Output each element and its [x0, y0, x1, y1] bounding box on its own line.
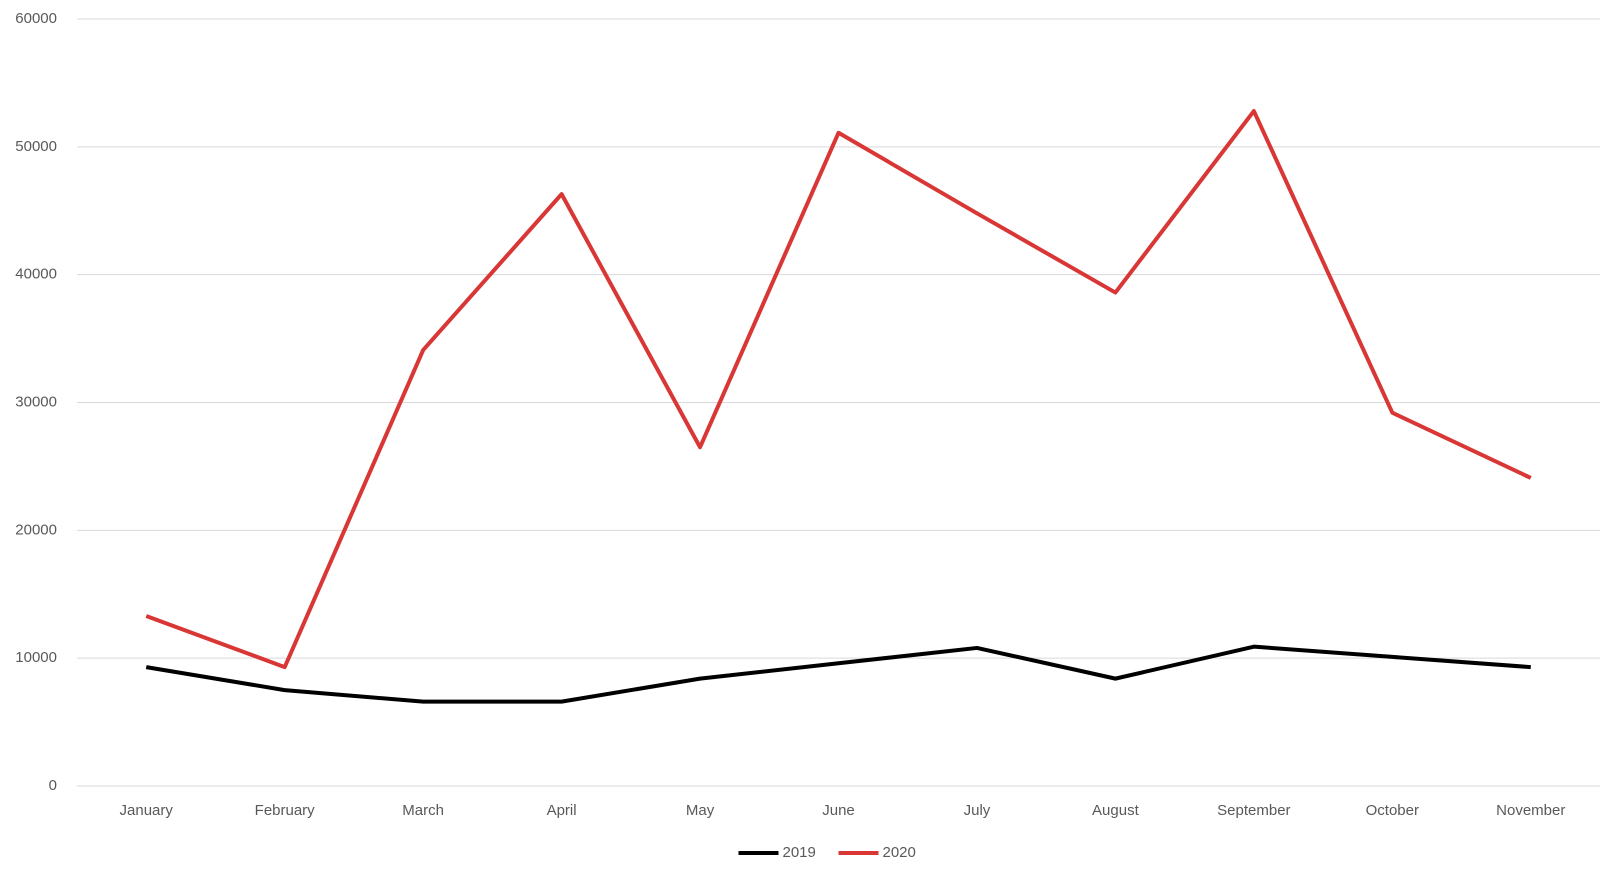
x-tick-label: March	[402, 802, 444, 819]
y-tick-label: 40000	[15, 266, 57, 283]
x-tick-label: October	[1366, 802, 1419, 819]
line	[145, 644, 1531, 704]
x-tick-label: February	[255, 802, 316, 819]
x-tick-label: April	[547, 802, 577, 819]
x-tick-label: September	[1217, 802, 1290, 819]
y-tick-label: 60000	[15, 10, 57, 27]
x-tick-label: November	[1496, 802, 1565, 819]
x-tick-label: July	[964, 802, 991, 819]
line	[145, 109, 1532, 670]
y-tick-label: 30000	[15, 393, 57, 410]
y-tick-label: 20000	[15, 521, 57, 538]
x-tick-label: August	[1092, 802, 1140, 819]
legend-label: 2019	[783, 844, 816, 861]
y-tick-label: 0	[49, 777, 57, 794]
x-tick-label: May	[686, 802, 715, 819]
y-tick-label: 50000	[15, 138, 57, 155]
y-tick-label: 10000	[15, 649, 57, 666]
legend-label: 2020	[883, 844, 916, 861]
x-tick-label: June	[822, 802, 855, 819]
x-tick-label: January	[120, 802, 174, 819]
